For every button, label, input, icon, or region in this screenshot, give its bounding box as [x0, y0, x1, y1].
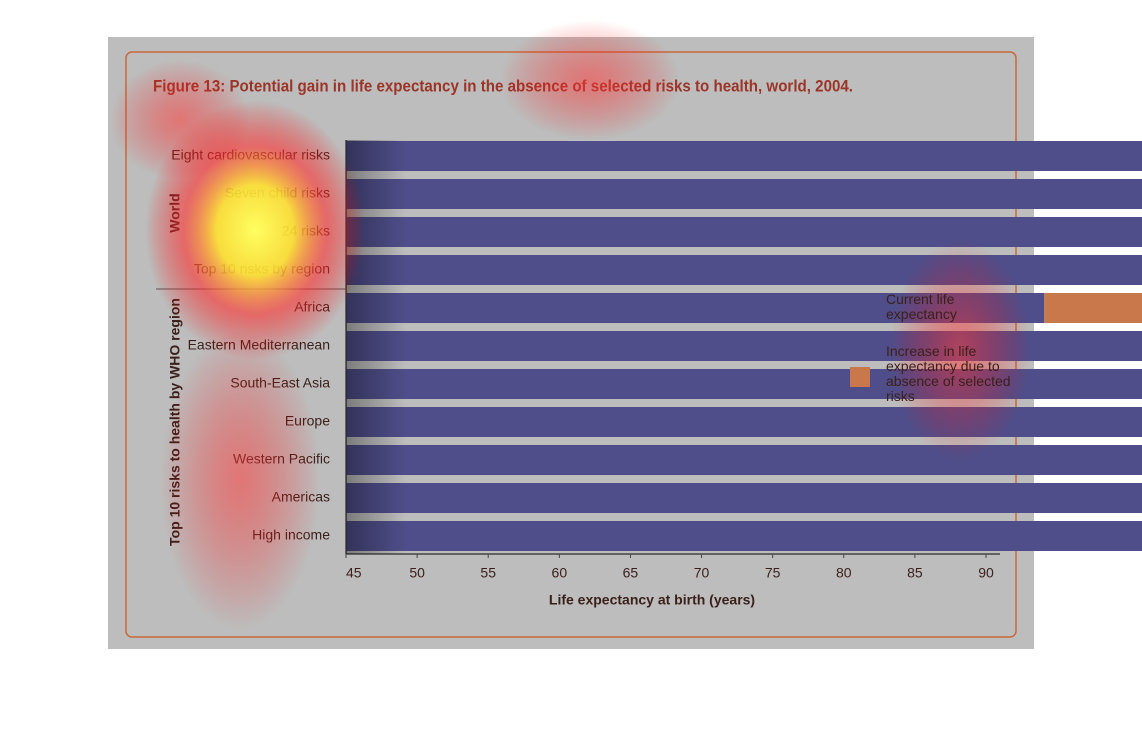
- x-tick-label: 55: [480, 565, 496, 581]
- heatmap-blob: [110, 60, 250, 180]
- x-tick-label: 60: [552, 565, 568, 581]
- x-tick-label: 90: [978, 565, 994, 581]
- bar-segment: [346, 521, 1142, 551]
- legend-swatch: [850, 298, 870, 318]
- bar-segment: [346, 407, 1142, 437]
- legend-swatch: [850, 367, 870, 387]
- x-tick-label: 65: [623, 565, 639, 581]
- heatmap-blob: [500, 20, 680, 140]
- x-tick-label: 50: [409, 565, 425, 581]
- heatmap-blob: [160, 330, 320, 630]
- x-tick-label: 85: [907, 565, 923, 581]
- legend-label: Increase in life expectancy due to absen…: [886, 343, 1011, 404]
- legend-label: Current life expectancy: [886, 291, 957, 322]
- x-tick-label: 45: [346, 565, 362, 581]
- bar-segment: [346, 179, 1142, 209]
- heatmap-blob: [890, 240, 1030, 460]
- x-tick-label: 80: [836, 565, 852, 581]
- bar-segment: [346, 445, 1142, 475]
- x-tick-label: 70: [694, 565, 710, 581]
- x-axis-label: Life expectancy at birth (years): [549, 592, 755, 608]
- bar-segment: [1044, 293, 1142, 323]
- bar-segment: [346, 483, 1142, 513]
- x-tick-label: 75: [765, 565, 781, 581]
- bar-segment: [346, 255, 1142, 285]
- bar-segment: [346, 217, 1142, 247]
- bar-segment: [346, 141, 1142, 171]
